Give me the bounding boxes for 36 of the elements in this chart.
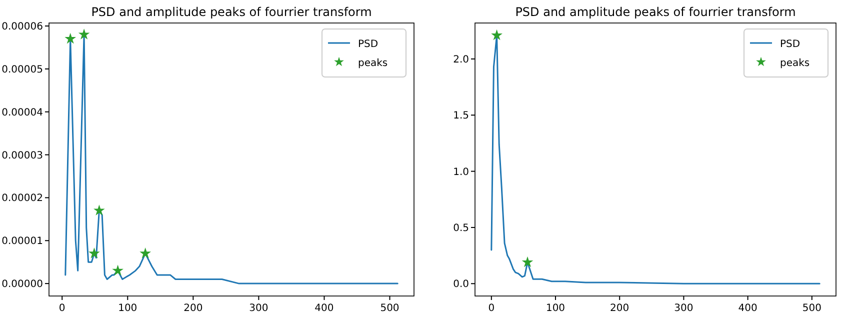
y-tick-label: 1.0 (453, 166, 469, 178)
point (64, 32, 76, 44)
point (88, 248, 100, 258)
legend-label: PSD (358, 39, 378, 50)
legend-label: peaks (358, 58, 388, 69)
y-tick-label: 0.0 (453, 279, 469, 290)
x-tick-label: 0 (58, 303, 66, 314)
y-tick-label: 0.00006 (2, 22, 43, 33)
x-tick-label: 100 (546, 303, 566, 314)
y-tick-label: 0.00000 (2, 279, 43, 290)
chart-title: PSD and amplitude peaks of fourrier transform (91, 5, 372, 19)
point (112, 264, 124, 276)
x-tick-label: 300 (674, 303, 694, 314)
point (140, 248, 152, 258)
y-tick-label: 1.5 (453, 110, 469, 122)
x-tick-label: 400 (738, 303, 758, 314)
legend-label: PSD (780, 39, 800, 50)
y-tick-label: 0.00003 (2, 150, 43, 162)
x-tick-label: 200 (184, 303, 203, 314)
y-tick-label: 0.00002 (2, 193, 43, 204)
x-tick-label: 100 (118, 303, 138, 314)
y-tick-label: 0.00005 (2, 64, 43, 76)
chart-title: PSD and amplitude peaks of fourrier transform (515, 5, 796, 19)
y-tick-label: 0.00004 (2, 107, 43, 118)
y-tick-label: 2.0 (453, 54, 469, 66)
x-tick-label: 0 (488, 303, 495, 314)
point (94, 204, 105, 216)
x-tick-label: 500 (802, 303, 822, 314)
x-tick-label: 200 (610, 303, 630, 314)
x-tick-label: 500 (380, 303, 400, 314)
x-tick-label: 300 (249, 303, 268, 314)
x-tick-label: 400 (314, 303, 334, 314)
legend-label: peaks (780, 58, 810, 69)
y-tick-label: 0.5 (453, 222, 469, 234)
y-tick-label: 0.00001 (2, 236, 43, 248)
point (78, 28, 90, 40)
